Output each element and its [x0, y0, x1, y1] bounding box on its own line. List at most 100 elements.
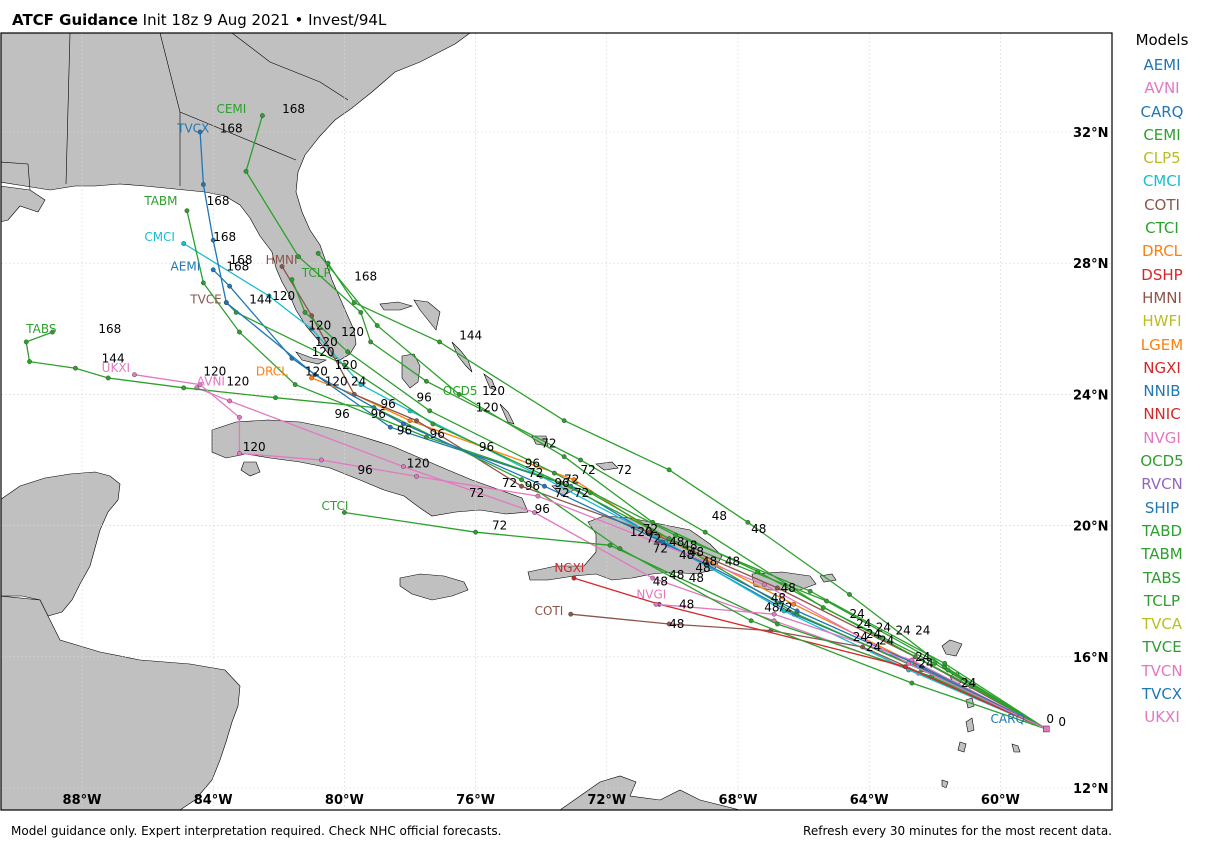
- lat-tick-label: 28°N: [1073, 257, 1108, 272]
- forecast-hour-label: 24: [876, 620, 891, 634]
- land-lesser-antilles-1: [941, 639, 963, 657]
- track-point: [847, 592, 852, 597]
- land-bahamas-abaco: [413, 299, 441, 331]
- forecast-hour-label: 120: [312, 345, 335, 359]
- track-point: [181, 241, 187, 246]
- lon-tick-label: 72°W: [587, 793, 626, 808]
- legend-item-drcl: DRCL: [1141, 242, 1183, 261]
- forecast-hour-label: 24: [866, 640, 881, 654]
- track-point: [673, 533, 679, 538]
- track-label: 168: [220, 122, 243, 136]
- track-point: [456, 391, 462, 397]
- land-central-america: [1, 595, 241, 810]
- track-point: [423, 378, 429, 384]
- forecast-hour-label: 72: [646, 532, 661, 546]
- legend-item-tclp: TCLP: [1143, 591, 1181, 610]
- track-point: [368, 339, 374, 345]
- legend-title: Models: [1135, 31, 1189, 49]
- track-label: 72: [492, 519, 507, 533]
- track-point: [184, 208, 190, 214]
- track-label: 168: [282, 102, 305, 116]
- forecast-hour-label: 96: [380, 397, 395, 411]
- forecast-hour-label: 96: [430, 427, 445, 441]
- legend-item-hwfi: HWFI: [1142, 312, 1182, 331]
- init-hour-label: 0: [1058, 715, 1066, 729]
- forecast-hour-label: 24: [866, 627, 881, 641]
- track-label: 96: [358, 463, 373, 477]
- land-lesser-antilles-5: [957, 741, 967, 753]
- track-point: [423, 434, 429, 440]
- land-bahamas-acklins: [531, 435, 549, 447]
- forecast-hour-label: 48: [653, 574, 668, 588]
- track-tabm: [186, 210, 1047, 730]
- legend-item-cemi: CEMI: [1143, 125, 1181, 144]
- lat-tick-label: 16°N: [1073, 651, 1108, 666]
- forecast-hour-label: 120: [476, 401, 499, 415]
- track-point: [647, 529, 652, 535]
- track-point: [568, 611, 574, 617]
- track-label: 120: [226, 374, 249, 388]
- track-point: [23, 339, 29, 345]
- track-label: CMCI: [144, 230, 175, 244]
- legend-item-hmni: HMNI: [1142, 288, 1182, 307]
- track-point: [358, 382, 364, 387]
- track-point: [210, 237, 216, 243]
- forecast-hour-label: 48: [682, 538, 697, 552]
- track-point: [906, 660, 911, 666]
- forecast-hour-label: 96: [371, 407, 386, 421]
- track-label: CARQ: [991, 712, 1025, 726]
- track-label: DRCL: [256, 364, 288, 378]
- forecast-hour-label: 72: [564, 473, 579, 487]
- track-point: [761, 582, 767, 588]
- track-point: [702, 529, 708, 535]
- lat-tick-label: 24°N: [1073, 388, 1108, 403]
- legend-item-nnib: NNIB: [1143, 382, 1181, 401]
- track-point: [315, 250, 321, 256]
- track-label: HMNI: [266, 253, 298, 267]
- track-label: CTCI: [321, 499, 348, 513]
- track-label: 144: [102, 351, 125, 365]
- track-point: [319, 457, 324, 463]
- forecast-hour-label: 24: [351, 374, 366, 388]
- track-point: [535, 493, 541, 499]
- track-label: 168: [230, 253, 253, 267]
- track-ctci: [344, 511, 1047, 730]
- forecast-hour-label: 24: [853, 630, 868, 644]
- land-bahamas-grand: [379, 301, 414, 311]
- track-point: [607, 542, 613, 548]
- forecast-hour-label: 48: [669, 535, 684, 549]
- track-point: [27, 359, 32, 364]
- lon-tick-label: 84°W: [194, 793, 233, 808]
- track-label: 168: [207, 194, 230, 208]
- forecast-hour-label: 96: [397, 423, 412, 437]
- forecast-hour-label: 120: [407, 456, 430, 470]
- forecast-hour-label: 96: [417, 391, 432, 405]
- track-point: [666, 536, 672, 542]
- forecast-hour-label: 96: [335, 407, 350, 421]
- land-lesser-antilles-4: [965, 717, 975, 733]
- legend-item-tvcn: TVCN: [1141, 661, 1183, 680]
- land-isle-of-youth: [240, 461, 261, 477]
- forecast-hour-label: 120: [308, 319, 331, 333]
- track-point: [437, 339, 442, 345]
- lat-tick-label: 32°N: [1073, 126, 1108, 141]
- forecast-hour-label: 48: [695, 561, 710, 575]
- lon-tick-label: 68°W: [719, 793, 758, 808]
- track-point: [302, 309, 308, 315]
- track-point: [197, 129, 203, 135]
- track-label: 120: [482, 384, 505, 398]
- legend-item-ukxi: UKXI: [1144, 708, 1180, 727]
- legend-item-clp5: CLP5: [1143, 149, 1181, 168]
- legend-item-rvcn: RVCN: [1141, 475, 1183, 494]
- footer-refresh-note: Refresh every 30 minutes for the most re…: [803, 824, 1112, 838]
- track-label: 120: [305, 364, 328, 378]
- forecast-hour-label: 24: [879, 633, 894, 647]
- forecast-hour-label: 72: [777, 601, 792, 615]
- track-point: [617, 546, 623, 551]
- legend-item-ngxi: NGXI: [1143, 358, 1181, 377]
- track-point: [341, 510, 347, 515]
- track-point: [401, 464, 406, 469]
- forecast-hour-label: 24: [850, 607, 865, 621]
- forecast-hour-label: 96: [554, 476, 569, 490]
- forecast-hour-label: 48: [689, 545, 704, 559]
